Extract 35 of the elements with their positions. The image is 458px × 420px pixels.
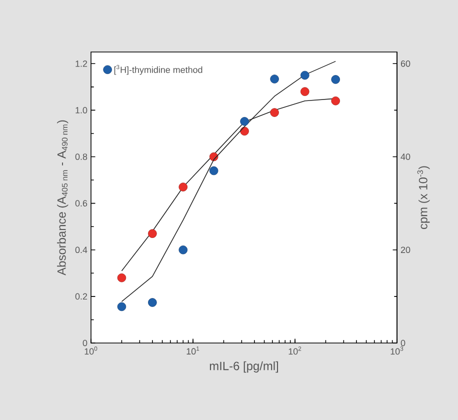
point [209, 152, 218, 162]
point [300, 70, 310, 80]
point [240, 126, 249, 136]
y2-tick-label: 60 [400, 60, 410, 67]
point [117, 302, 126, 312]
point [117, 273, 126, 282]
y2-tick-label: 40 [400, 154, 410, 160]
y-tick-label: 1.2 [76, 60, 88, 67]
y-tick-label: 0 [82, 340, 88, 346]
y2-tick-label: 20 [400, 246, 410, 254]
x-tick-label: 10$^{0}$ [84, 346, 98, 355]
x-tick-label: 10$^{1}$ [186, 346, 200, 355]
point [331, 96, 340, 106]
y2-tick-label: 0 [400, 340, 406, 346]
legend-label: [$^{3}$H]-thymidine method [114, 64, 202, 75]
point [331, 75, 340, 84]
y-tick-label: 0.4 [75, 246, 88, 254]
y-tick-label: 0.6 [75, 200, 88, 206]
y-tick-label: 0.2 [75, 293, 88, 300]
point [270, 74, 279, 84]
point [240, 116, 249, 126]
y-tick-label: 0.8 [75, 154, 88, 160]
x-tick-label: 10$^{3}$ [390, 346, 404, 355]
y-axis-title: Absorbance (A$_{405 nm}$ - A$_{490 nm}$) [57, 120, 68, 276]
point [148, 229, 157, 238]
point [148, 298, 157, 307]
point [270, 108, 279, 117]
point [209, 166, 218, 176]
point [178, 245, 188, 254]
y2-axis-title: cpm (x 10$^{-3}$) [417, 166, 430, 230]
x-axis-title: mIL-6 [pg/ml] [210, 361, 278, 373]
y-tick-label: 1.0 [76, 107, 88, 114]
point [178, 182, 188, 192]
x-tick-label: 10$^{2}$ [288, 346, 302, 355]
point [300, 87, 310, 96]
